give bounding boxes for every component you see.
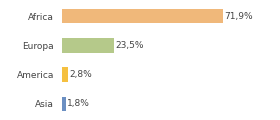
Bar: [62, 97, 66, 111]
Text: 71,9%: 71,9%: [224, 12, 252, 21]
Text: 2,8%: 2,8%: [69, 70, 92, 79]
Text: 1,8%: 1,8%: [67, 99, 90, 108]
Bar: [62, 67, 68, 82]
Bar: [62, 9, 223, 23]
Text: 23,5%: 23,5%: [115, 41, 144, 50]
Bar: [62, 38, 114, 53]
